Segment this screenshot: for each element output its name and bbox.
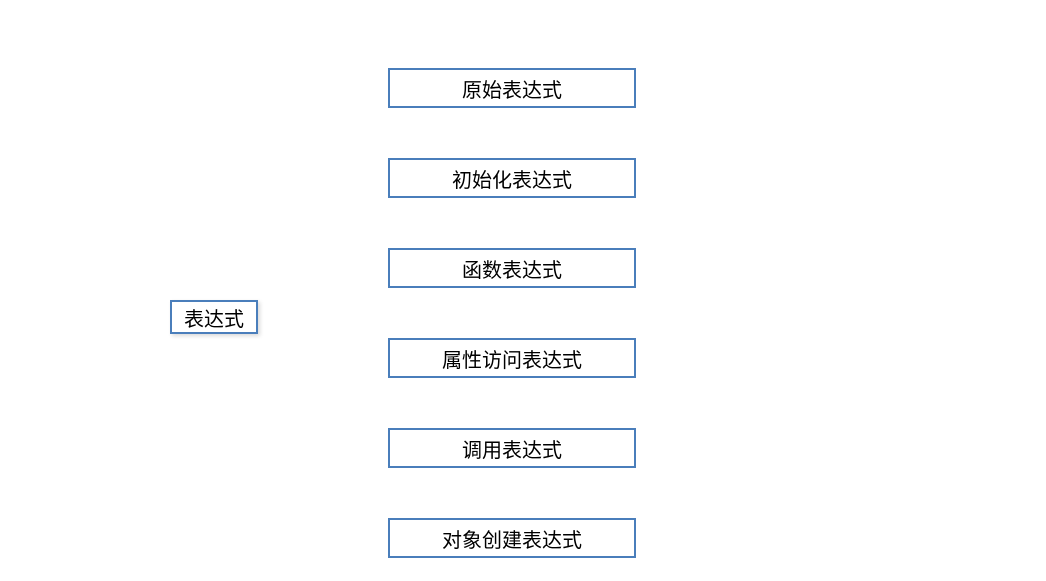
child-node-5: 对象创建表达式 [388, 518, 636, 558]
child-label: 对象创建表达式 [442, 524, 582, 553]
child-node-4: 调用表达式 [388, 428, 636, 468]
child-label: 初始化表达式 [452, 164, 572, 193]
child-label: 属性访问表达式 [442, 344, 582, 373]
child-node-0: 原始表达式 [388, 68, 636, 108]
root-node: 表达式 [170, 300, 258, 334]
child-label: 函数表达式 [462, 254, 562, 283]
child-node-3: 属性访问表达式 [388, 338, 636, 378]
root-label: 表达式 [184, 303, 244, 332]
child-node-2: 函数表达式 [388, 248, 636, 288]
child-label: 原始表达式 [462, 74, 562, 103]
child-label: 调用表达式 [462, 434, 562, 463]
child-node-1: 初始化表达式 [388, 158, 636, 198]
